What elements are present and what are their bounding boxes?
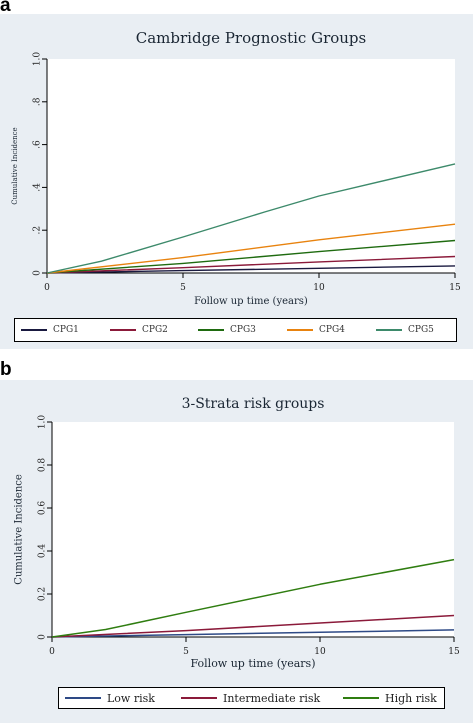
legend-label: CPG4 <box>319 325 345 335</box>
x-tick-label: 15 <box>449 283 461 293</box>
y-tick-label: 0.4 <box>38 544 48 559</box>
chart-title: 3-Strata risk groups <box>182 396 325 412</box>
y-tick-label: .4 <box>33 183 43 192</box>
series-line-cpg1 <box>46 265 456 274</box>
x-axis-label: Follow up time (years) <box>194 296 308 307</box>
panel-letter-a: a <box>0 0 11 16</box>
series-line-intermediate-risk <box>51 614 455 638</box>
x-tick-label: 5 <box>180 283 186 293</box>
legend-swatch <box>287 329 313 331</box>
y-axis-label: Cumulative Incidence <box>14 474 25 585</box>
y-tick-label: .6 <box>33 140 43 149</box>
legend-item-cpg1: CPG1 <box>21 319 79 341</box>
y-tick-label: 0 <box>33 270 43 276</box>
y-tick-label: 0.6 <box>38 501 48 516</box>
legend-swatch <box>65 697 101 699</box>
series-line-cpg3 <box>46 239 456 274</box>
legend-a: CPG1 CPG2 CPG3 CPG4 CPG5 <box>14 318 457 342</box>
y-axis-label: Cumulative Incidence <box>11 127 19 204</box>
legend-label: CPG1 <box>53 325 79 335</box>
y-tick-label: 0.2 <box>38 587 48 601</box>
plot-area <box>52 422 454 637</box>
x-tick-label: 0 <box>49 647 55 657</box>
legend-label: Low risk <box>107 691 155 705</box>
legend-swatch <box>343 697 379 699</box>
x-tick-label: 15 <box>448 647 460 657</box>
legend-swatch <box>376 329 402 331</box>
x-tick-label: 10 <box>314 647 326 657</box>
chart-title: Cambridge Prognostic Groups <box>136 29 367 47</box>
legend-label: High risk <box>385 691 437 705</box>
chart-cambridge-prognostic-groups: Cambridge Prognostic Groups 0 .2 .4 .6 .8 1.0 0… <box>11 29 461 307</box>
x-tick-label: 0 <box>44 283 50 293</box>
y-tick-label: .2 <box>33 226 43 235</box>
y-tick-label: 1.0 <box>38 415 48 430</box>
y-tick-label: .8 <box>33 97 43 106</box>
y-tick-label: 0 <box>38 634 48 640</box>
legend-swatch <box>198 329 224 331</box>
legend-label: CPG3 <box>230 325 256 335</box>
x-tick-label: 5 <box>183 647 189 657</box>
series-line-high-risk <box>51 558 455 638</box>
legend-label: Intermediate risk <box>223 691 321 705</box>
series-line-low-risk <box>51 629 455 638</box>
x-axis-label: Follow up time (years) <box>191 657 316 670</box>
legend-swatch <box>110 329 136 331</box>
legend-item-cpg5: CPG5 <box>376 319 434 341</box>
panel-letter-b: b <box>0 359 12 380</box>
y-tick-label: 0.8 <box>38 458 48 473</box>
plot-area <box>47 59 455 273</box>
legend-label: CPG2 <box>142 325 168 335</box>
legend-item-low-risk: Low risk <box>65 688 155 708</box>
legend-swatch <box>181 697 217 699</box>
y-tick-label: 1.0 <box>33 52 43 67</box>
legend-item-high-risk: High risk <box>343 688 437 708</box>
legend-item-cpg2: CPG2 <box>110 319 168 341</box>
series-line-cpg5 <box>46 163 456 274</box>
chart-3-strata-risk-groups: 3-Strata risk groups 0 0.2 0.4 0.6 0.8 1.0 0 5 10… <box>14 396 460 670</box>
legend-item-cpg4: CPG4 <box>287 319 345 341</box>
legend-item-intermediate-risk: Intermediate risk <box>181 688 320 708</box>
legend-b: Low risk Intermediate risk High risk <box>58 687 445 709</box>
legend-item-cpg3: CPG3 <box>198 319 256 341</box>
series-line-cpg4 <box>46 223 456 274</box>
legend-label: CPG5 <box>408 325 434 335</box>
series-line-cpg2 <box>46 255 456 274</box>
legend-swatch <box>21 329 47 331</box>
x-tick-label: 10 <box>313 283 325 293</box>
